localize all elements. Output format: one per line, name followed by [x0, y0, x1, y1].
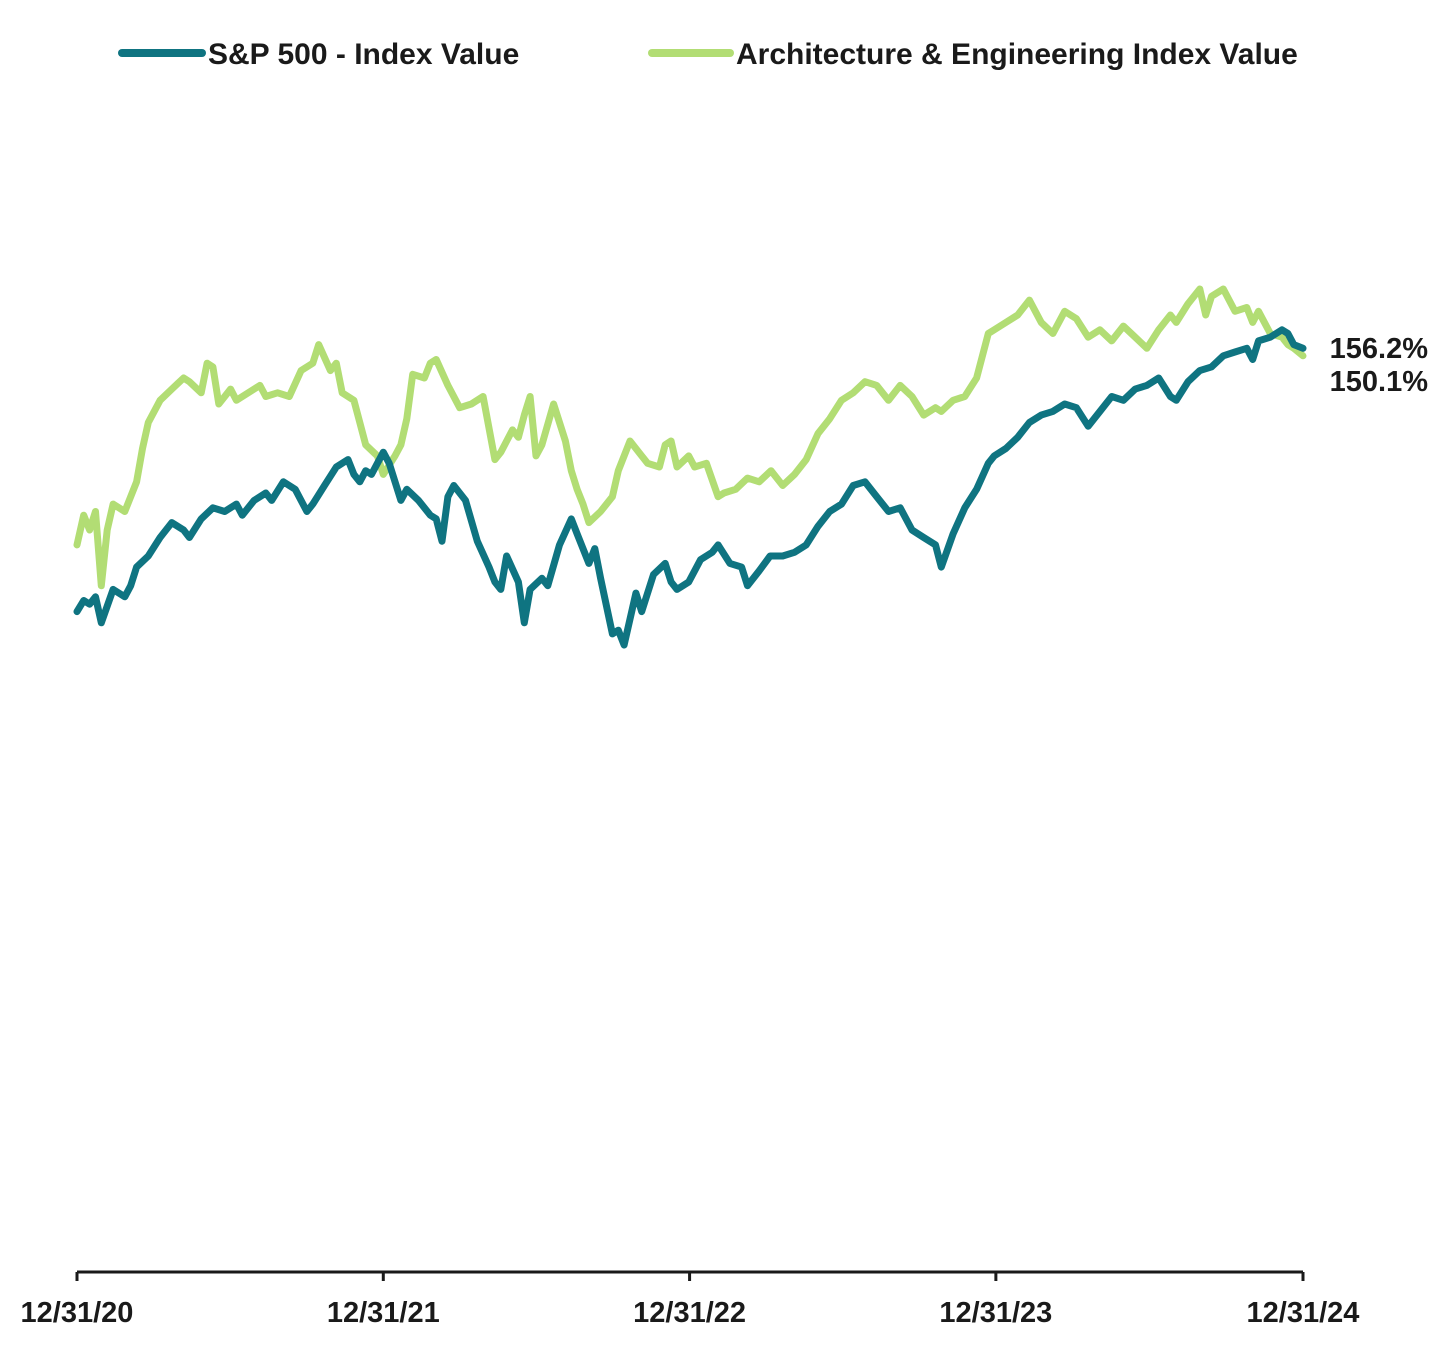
series-line-sp500	[73, 326, 1307, 649]
x-tick-label: 12/31/22	[633, 1297, 746, 1329]
end-label-sp500: 150.1%	[1330, 366, 1429, 398]
x-tick-label: 12/31/21	[327, 1297, 440, 1329]
plot-area	[73, 285, 1307, 649]
end-labels: 156.2% 150.1%	[1330, 333, 1429, 398]
x-tick-label: 12/31/24	[1247, 1297, 1360, 1329]
legend: S&P 500 - Index Value Architecture & Eng…	[118, 38, 1298, 71]
x-axis: 12/31/20 12/31/21 12/31/22 12/31/23 12/31/24	[21, 1270, 1360, 1329]
x-tick-label: 12/31/23	[939, 1297, 1052, 1329]
x-tick-label: 12/31/20	[21, 1297, 134, 1329]
legend-label-sp500: S&P 500 - Index Value	[208, 38, 519, 71]
legend-label-architecture-engineering: Architecture & Engineering Index Value	[736, 38, 1298, 71]
series-line-architecture-engineering	[73, 285, 1307, 590]
end-label-architecture-engineering: 156.2%	[1330, 333, 1429, 365]
